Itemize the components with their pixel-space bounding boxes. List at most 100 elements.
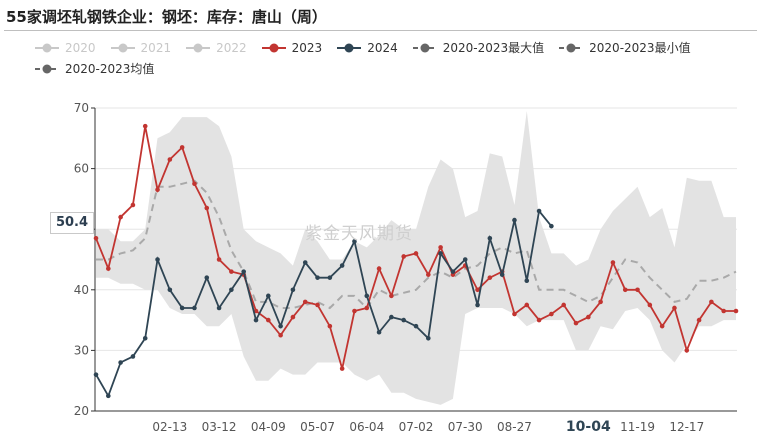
data-point-2023 bbox=[573, 320, 579, 326]
legend-marker bbox=[118, 43, 128, 52]
data-point-2023 bbox=[179, 145, 185, 150]
data-point-2024 bbox=[389, 314, 394, 320]
y-tick-label: 40 bbox=[74, 283, 89, 297]
x-tick-label: 02-13 bbox=[152, 420, 187, 434]
data-point-2023 bbox=[204, 205, 210, 211]
data-point-2023 bbox=[426, 272, 431, 277]
x-tick-label: 07-30 bbox=[448, 420, 483, 434]
data-point-2023 bbox=[364, 305, 370, 311]
data-point-2024 bbox=[142, 335, 148, 341]
data-point-2024 bbox=[106, 393, 111, 399]
legend-item[interactable]: 2020-2023最小值 bbox=[558, 39, 691, 56]
data-point-2023 bbox=[659, 323, 665, 329]
legend-row: 2020-2023均值 bbox=[34, 58, 754, 79]
data-point-2024 bbox=[253, 317, 259, 323]
chart-title: 55家调坯轧钢铁企业：钢坯：库存：唐山（周） bbox=[6, 8, 327, 26]
legend-item[interactable]: 2023 bbox=[261, 41, 322, 55]
data-point-2023 bbox=[266, 317, 271, 323]
data-point-2023 bbox=[475, 287, 480, 293]
data-point-2024 bbox=[462, 257, 468, 262]
data-point-2023 bbox=[352, 308, 357, 314]
legend-item[interactable]: 2020-2023均值 bbox=[34, 60, 154, 77]
legend-item[interactable]: 2021 bbox=[110, 40, 172, 55]
data-point-2024 bbox=[241, 269, 246, 274]
data-point-2023 bbox=[647, 302, 653, 308]
data-point-2024 bbox=[315, 275, 320, 280]
data-point-2024 bbox=[426, 335, 431, 341]
data-point-2024 bbox=[118, 360, 123, 365]
legend-row: 2020 2021 2022 2023 2024 2020-2023最大值 2020-202… bbox=[34, 37, 754, 58]
data-point-2024 bbox=[266, 293, 271, 299]
x-tick-label: 05-07 bbox=[300, 420, 335, 434]
legend-symbol-icon bbox=[35, 64, 59, 73]
legend-symbol-icon bbox=[559, 43, 584, 52]
legend-item[interactable]: 2024 bbox=[336, 41, 398, 55]
x-tick-label: 07-02 bbox=[399, 420, 434, 434]
legend-label: 2020-2023最大值 bbox=[442, 41, 545, 55]
legend-label: 2020-2023均值 bbox=[65, 62, 155, 76]
legend-symbol-icon bbox=[337, 43, 362, 52]
data-point-2024 bbox=[93, 372, 99, 377]
data-point-2023 bbox=[622, 287, 628, 293]
data-point-2023 bbox=[290, 314, 296, 320]
data-point-2023 bbox=[302, 299, 308, 305]
data-point-2024 bbox=[290, 287, 296, 293]
data-point-2024 bbox=[475, 302, 480, 308]
data-point-2023 bbox=[376, 266, 382, 271]
data-point-2023 bbox=[413, 251, 419, 256]
data-point-2023 bbox=[167, 157, 173, 162]
legend-item[interactable]: 2020 bbox=[34, 41, 96, 55]
x-tick-label: 12-17 bbox=[669, 420, 704, 434]
data-point-2023 bbox=[487, 275, 493, 280]
data-point-2024 bbox=[339, 263, 345, 268]
data-point-2023 bbox=[438, 245, 443, 250]
data-point-2023 bbox=[118, 214, 123, 220]
data-point-2024 bbox=[499, 272, 505, 277]
x-tick-label: 03-12 bbox=[202, 420, 237, 434]
legend-item[interactable]: 2022 bbox=[185, 41, 247, 55]
data-point-2023 bbox=[327, 323, 333, 329]
legend-symbol-icon bbox=[261, 43, 286, 52]
x-tick-label: 10-04 bbox=[566, 419, 611, 435]
data-point-2023 bbox=[512, 311, 517, 317]
data-point-2024 bbox=[487, 235, 493, 241]
data-point-2024 bbox=[179, 305, 185, 311]
data-point-2023 bbox=[549, 311, 554, 317]
y-tick-label: 60 bbox=[74, 162, 89, 176]
data-point-2023 bbox=[635, 287, 640, 293]
legend-marker bbox=[193, 43, 203, 52]
legend-marker bbox=[42, 43, 52, 52]
legend: 2020 2021 2022 2023 2024 2020-2023最大值 2020-202… bbox=[34, 37, 754, 79]
data-point-2023 bbox=[130, 202, 136, 208]
legend-label: 2021 bbox=[140, 40, 172, 55]
legend-marker bbox=[269, 43, 279, 52]
legend-symbol-icon bbox=[110, 43, 135, 52]
legend-marker bbox=[420, 43, 430, 52]
data-point-2023 bbox=[672, 305, 677, 311]
data-point-2023 bbox=[536, 317, 542, 323]
data-point-2024 bbox=[450, 269, 456, 274]
data-point-2024 bbox=[204, 275, 210, 280]
data-point-2024 bbox=[376, 329, 382, 335]
data-point-2024 bbox=[438, 251, 443, 256]
data-point-2024 bbox=[512, 217, 517, 223]
data-point-2024 bbox=[524, 278, 530, 284]
data-point-2023 bbox=[142, 123, 148, 129]
data-point-2024 bbox=[413, 323, 419, 329]
data-point-2024 bbox=[167, 287, 173, 293]
legend-item[interactable]: 2020-2023最大值 bbox=[412, 39, 544, 56]
data-point-2024 bbox=[536, 208, 542, 214]
watermark: 紫金天风期货 bbox=[305, 224, 413, 244]
average-series-line bbox=[96, 179, 737, 310]
data-point-2023 bbox=[610, 260, 616, 265]
min-max-band bbox=[96, 111, 736, 405]
legend-marker bbox=[344, 43, 354, 52]
data-point-2023 bbox=[229, 269, 234, 274]
data-point-2024 bbox=[327, 275, 333, 280]
data-point-2023 bbox=[389, 293, 394, 299]
data-point-2023 bbox=[278, 332, 283, 338]
data-point-2024 bbox=[352, 239, 357, 244]
legend-symbol-icon bbox=[35, 43, 59, 52]
y-tick-label: 20 bbox=[74, 404, 89, 418]
